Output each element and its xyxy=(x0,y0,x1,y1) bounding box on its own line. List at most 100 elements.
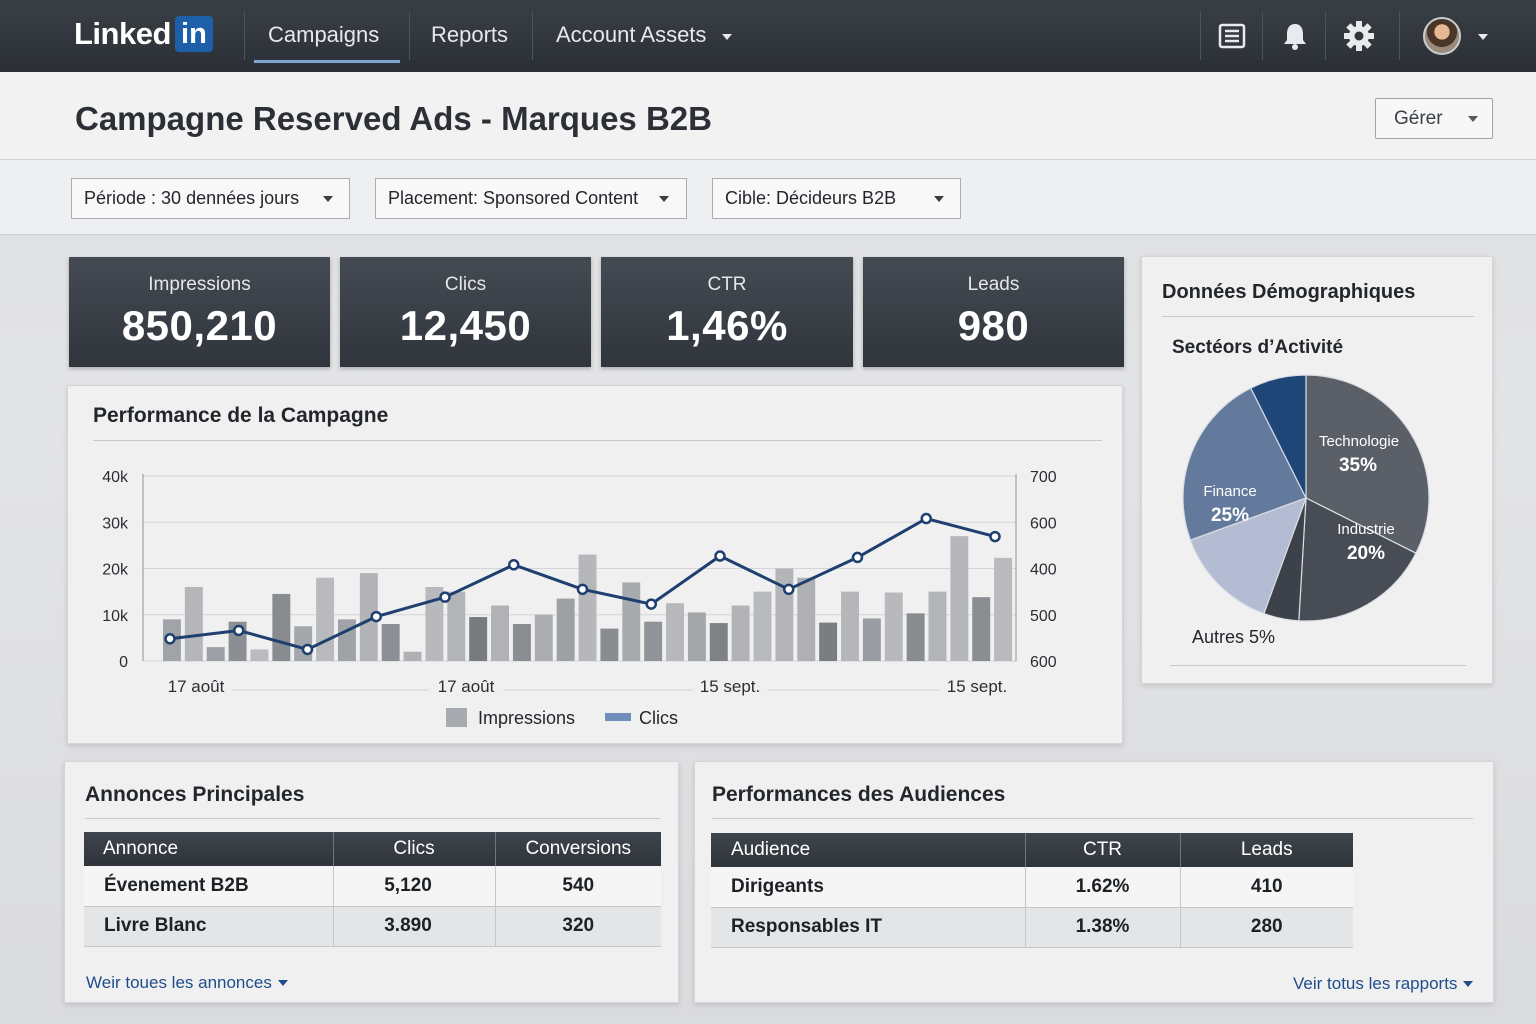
ad-conversions: 320 xyxy=(495,906,661,947)
table-header-row: Annonce Clics Conversions xyxy=(84,832,661,866)
period-filter[interactable]: Période : 30 dennées jours xyxy=(71,178,350,219)
table-header-row: Audience CTR Leads xyxy=(711,833,1353,867)
chevron-down-icon xyxy=(1463,981,1474,987)
kpi-value: 980 xyxy=(957,302,1030,349)
impressions-bar xyxy=(731,605,750,661)
x-tick-label: 15 sept. xyxy=(700,677,761,696)
column-header[interactable]: Conversions xyxy=(495,832,661,866)
x-tick-label: 17 août xyxy=(438,677,495,696)
impressions-bar xyxy=(184,587,203,661)
logo-text: Linked xyxy=(74,16,171,51)
chevron-down-icon xyxy=(659,196,669,202)
divider xyxy=(1399,12,1400,60)
page-title: Campagne Reserved Ads - Marques B2B xyxy=(75,100,712,137)
linkedin-logo[interactable]: Linked in xyxy=(74,16,213,52)
audiences-table: Audience CTR Leads Dirigeants 1.62% 410 … xyxy=(711,833,1353,948)
nav-campaigns[interactable]: Campaigns xyxy=(268,22,380,47)
divider xyxy=(1162,316,1474,317)
kpi-clicks: Clics 12,450 xyxy=(340,257,591,367)
table-row[interactable]: Dirigeants 1.62% 410 xyxy=(711,867,1353,908)
clicks-point xyxy=(576,583,589,596)
bell-icon[interactable] xyxy=(1277,18,1313,54)
y-right-tick-label: 500 xyxy=(1030,608,1057,625)
clicks-point xyxy=(508,559,520,571)
nav-reports[interactable]: Reports xyxy=(431,22,509,47)
audience-name: Responsables IT xyxy=(711,907,1026,948)
placement-filter[interactable]: Placement: Sponsored Content xyxy=(375,178,687,219)
pie-slice xyxy=(1305,374,1430,555)
chevron-down-icon xyxy=(722,34,732,40)
ad-name: Livre Blanc xyxy=(84,906,334,947)
impressions-bar xyxy=(272,593,291,661)
manage-button-label: Gérer xyxy=(1394,107,1443,129)
see-all-reports-link[interactable]: Veir totus les rapports xyxy=(1293,974,1474,994)
ad-clicks: 5,120 xyxy=(333,866,496,907)
chevron-down-icon[interactable] xyxy=(1478,34,1488,40)
audiences-title: Performances des Audiences xyxy=(712,783,1006,806)
y-right-tick-label: 600 xyxy=(1030,654,1057,671)
clicks-point xyxy=(439,591,451,603)
impressions-bar xyxy=(687,612,706,661)
see-all-ads-link[interactable]: Weir toues les annonces xyxy=(86,973,288,993)
impressions-bar xyxy=(491,605,510,661)
sectors-pie-chart: Technologie 35% Finance 25% Industrie 20% Autr… xyxy=(1182,374,1430,647)
impressions-bar xyxy=(469,617,488,661)
page-header: Campagne Reserved Ads - Marques B2B Gére… xyxy=(0,72,1536,160)
x-tick-label: 17 août xyxy=(168,677,225,696)
divider xyxy=(244,12,245,60)
y-left-tick-label: 0 xyxy=(119,654,128,671)
y-right-tick-label: 600 xyxy=(1030,515,1057,532)
clicks-point xyxy=(370,610,382,623)
y-right-tick-label: 700 xyxy=(1030,469,1057,486)
divider xyxy=(1262,12,1263,60)
avatar[interactable] xyxy=(1423,17,1461,55)
legend-swatch-clicks xyxy=(605,713,631,721)
pie-label-pct: 25% xyxy=(1211,505,1249,526)
kpi-label: Impressions xyxy=(148,274,251,295)
table-row[interactable]: Livre Blanc 3.890 320 xyxy=(84,906,661,947)
x-tick-bg xyxy=(940,674,1014,698)
x-tick-label: 15 sept. xyxy=(947,677,1008,696)
chevron-down-icon xyxy=(277,980,288,986)
top-nav-bar: Linked in Campaigns Reports Account Asse… xyxy=(0,0,1536,72)
impressions-bar xyxy=(775,568,794,661)
clicks-point xyxy=(164,633,176,645)
legend-label-clicks: Clics xyxy=(639,708,678,728)
impressions-bar xyxy=(381,624,400,661)
manage-button[interactable]: Gérer xyxy=(1375,98,1493,139)
demographics-panel: Données Démographiques Sectéors d’Activi… xyxy=(1141,256,1493,684)
impressions-bar xyxy=(600,628,619,661)
impressions-bar xyxy=(337,619,356,661)
impressions-bar xyxy=(447,591,466,661)
column-header[interactable]: Annonce xyxy=(84,832,334,866)
gear-icon[interactable] xyxy=(1341,18,1377,54)
divider xyxy=(1170,665,1466,666)
column-header[interactable]: Leads xyxy=(1180,833,1353,867)
table-row[interactable]: Évenement B2B 5,120 540 xyxy=(84,866,661,907)
impressions-bar xyxy=(403,651,422,661)
legend-swatch-impressions xyxy=(446,708,467,727)
chevron-down-icon xyxy=(323,196,333,202)
divider xyxy=(532,12,533,60)
nav-active-indicator xyxy=(254,60,400,63)
target-filter[interactable]: Cible: Décideurs B2B xyxy=(712,178,961,219)
pie-label-name: Industrie xyxy=(1337,521,1395,538)
pie-slice xyxy=(1249,374,1307,499)
column-header[interactable]: Clics xyxy=(333,832,496,866)
clicks-point xyxy=(989,530,1001,543)
list-icon[interactable] xyxy=(1214,18,1250,54)
nav-account-assets[interactable]: Account Assets xyxy=(556,22,732,48)
column-header[interactable]: Audience xyxy=(711,833,1026,867)
pie-slice xyxy=(1182,387,1307,541)
impressions-bar xyxy=(994,557,1013,661)
x-tick-bg xyxy=(429,674,503,698)
impressions-bar xyxy=(206,647,225,661)
column-header[interactable]: CTR xyxy=(1025,833,1181,867)
impressions-bar xyxy=(644,621,663,661)
ad-conversions: 540 xyxy=(495,866,661,907)
pie-label-pct: 20% xyxy=(1347,543,1385,564)
clicks-point xyxy=(645,598,657,610)
ad-name: Évenement B2B xyxy=(84,866,334,907)
table-row[interactable]: Responsables IT 1.38% 280 xyxy=(711,907,1353,948)
kpi-ctr: CTR 1,46% xyxy=(601,257,853,367)
